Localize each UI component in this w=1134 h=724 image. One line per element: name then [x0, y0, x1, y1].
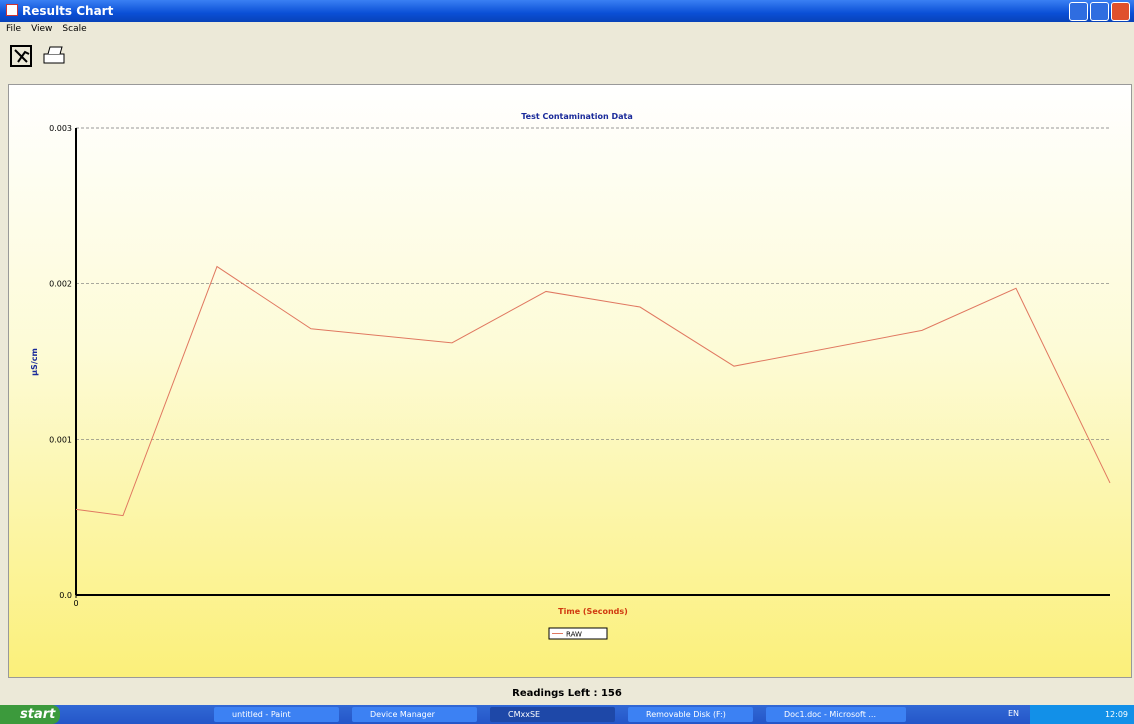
maximize-button[interactable]	[1090, 2, 1109, 21]
x-tick-label: 0	[73, 599, 78, 608]
y-tick-label: 0.001	[49, 435, 72, 444]
chart-panel	[8, 84, 1132, 678]
clock: 12:09	[1030, 705, 1134, 724]
minimize-button[interactable]	[1069, 2, 1088, 21]
legend-label: RAW	[566, 631, 582, 639]
y-tick-label: 0.0	[59, 591, 72, 600]
toolbar	[10, 45, 65, 67]
chart: Test Contamination Data µS/cm Time (Seco…	[30, 112, 1111, 640]
taskbar-item[interactable]: CMxxSE	[490, 707, 615, 722]
taskbar: start untitled - Paint Device Manager CM…	[0, 705, 1134, 724]
status-bar: Readings Left : 156	[512, 688, 622, 699]
print-button[interactable]	[43, 46, 65, 64]
chart-title: Test Contamination Data	[521, 112, 632, 121]
y-tick-label: 0.003	[49, 124, 72, 133]
x-axis-label: Time (Seconds)	[558, 607, 628, 616]
taskbar-item[interactable]: Removable Disk (F:)	[628, 707, 753, 722]
menu-item[interactable]: File	[6, 24, 22, 34]
exit-button[interactable]	[10, 45, 32, 67]
menu-item[interactable]: Scale	[62, 24, 87, 34]
y-tick-label: 0.002	[49, 280, 72, 289]
taskbar-item[interactable]: untitled - Paint	[214, 707, 339, 722]
title-bar: Results Chart	[0, 0, 1134, 22]
menu-item[interactable]: View	[31, 24, 53, 34]
close-button[interactable]	[1111, 2, 1130, 21]
window-title: Results Chart	[22, 4, 114, 18]
start-button[interactable]: start	[0, 705, 60, 724]
data-line	[75, 265, 1111, 517]
legend-box	[548, 627, 608, 640]
window-controls	[1069, 2, 1130, 21]
menu-bar: File View Scale	[0, 22, 1134, 36]
language-indicator[interactable]: EN	[1008, 709, 1020, 718]
taskbar-item[interactable]: Doc1.doc - Microsoft ...	[766, 707, 906, 722]
taskbar-item[interactable]: Device Manager	[352, 707, 477, 722]
y-axis-label: µS/cm	[30, 348, 39, 376]
app-icon	[6, 4, 18, 16]
